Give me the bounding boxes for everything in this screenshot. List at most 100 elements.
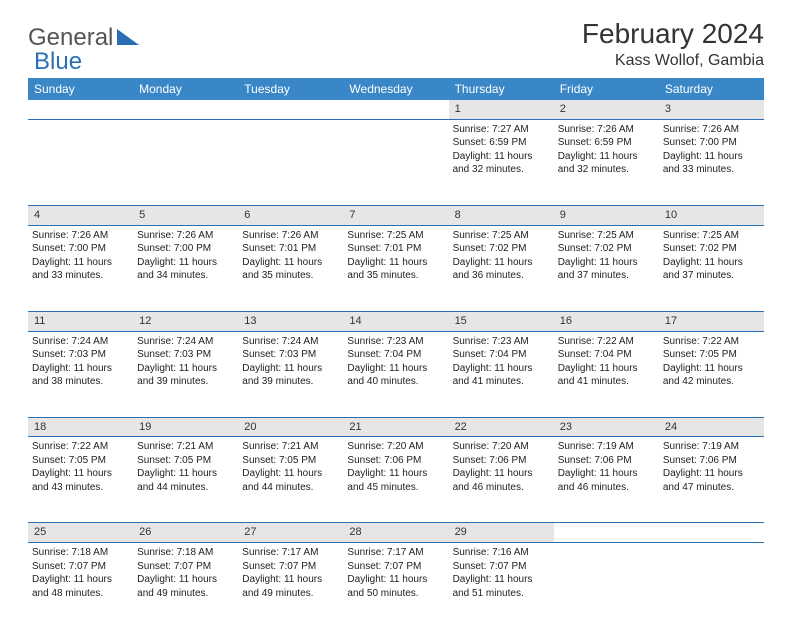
day-info-line: Sunrise: 7:22 AM — [663, 335, 760, 349]
day-cell: Sunrise: 7:26 AMSunset: 7:00 PMDaylight:… — [133, 225, 238, 311]
day-info-line: Daylight: 11 hours — [663, 362, 760, 376]
day-info-line: Daylight: 11 hours — [663, 150, 760, 164]
daynum-row: 18192021222324 — [28, 417, 764, 437]
day-number: 5 — [133, 205, 238, 225]
day-info-line: Sunset: 6:59 PM — [453, 136, 550, 150]
day-number — [659, 523, 764, 543]
day-number: 4 — [28, 205, 133, 225]
day-info-line: Sunset: 7:03 PM — [32, 348, 129, 362]
day-info-line: Daylight: 11 hours — [453, 467, 550, 481]
weekday-header: Thursday — [449, 78, 554, 100]
weekday-header: Wednesday — [343, 78, 448, 100]
day-info-line: Sunset: 7:05 PM — [242, 454, 339, 468]
day-info-line: and 33 minutes. — [663, 163, 760, 177]
day-number: 2 — [554, 100, 659, 119]
day-cell — [238, 119, 343, 205]
daynum-row: 45678910 — [28, 205, 764, 225]
day-info-line: Sunrise: 7:18 AM — [137, 546, 234, 560]
day-cell: Sunrise: 7:24 AMSunset: 7:03 PMDaylight:… — [238, 331, 343, 417]
day-info-line: Sunset: 7:05 PM — [32, 454, 129, 468]
day-info-line: Daylight: 11 hours — [137, 362, 234, 376]
day-cell: Sunrise: 7:22 AMSunset: 7:04 PMDaylight:… — [554, 331, 659, 417]
day-cell: Sunrise: 7:23 AMSunset: 7:04 PMDaylight:… — [343, 331, 448, 417]
day-cell: Sunrise: 7:22 AMSunset: 7:05 PMDaylight:… — [28, 437, 133, 523]
day-cell: Sunrise: 7:26 AMSunset: 7:00 PMDaylight:… — [28, 225, 133, 311]
header: General February 2024 Kass Wollof, Gambi… — [28, 18, 764, 70]
day-info-line: Sunset: 7:07 PM — [347, 560, 444, 574]
day-info-line: Sunrise: 7:25 AM — [453, 229, 550, 243]
day-info-line: Sunset: 7:02 PM — [453, 242, 550, 256]
day-info-line: Sunset: 7:02 PM — [558, 242, 655, 256]
day-info-line: Sunset: 7:04 PM — [558, 348, 655, 362]
day-info-line: and 43 minutes. — [32, 481, 129, 495]
day-info-line: Sunrise: 7:21 AM — [137, 440, 234, 454]
weekday-header: Monday — [133, 78, 238, 100]
day-info-line: Sunset: 7:07 PM — [137, 560, 234, 574]
day-info-line: Daylight: 11 hours — [663, 467, 760, 481]
day-info-line: and 50 minutes. — [347, 587, 444, 601]
day-info-line: Daylight: 11 hours — [558, 467, 655, 481]
day-info-line: and 36 minutes. — [453, 269, 550, 283]
day-info-line: Sunset: 7:03 PM — [137, 348, 234, 362]
day-number: 19 — [133, 417, 238, 437]
calendar-body: 123Sunrise: 7:27 AMSunset: 6:59 PMDaylig… — [28, 100, 764, 629]
day-number — [133, 100, 238, 119]
day-number: 12 — [133, 311, 238, 331]
day-number: 10 — [659, 205, 764, 225]
day-info-line: Sunset: 7:01 PM — [242, 242, 339, 256]
day-info-line: Daylight: 11 hours — [137, 573, 234, 587]
day-info-line: Sunset: 7:04 PM — [347, 348, 444, 362]
day-cell: Sunrise: 7:18 AMSunset: 7:07 PMDaylight:… — [133, 543, 238, 629]
day-info-line: Sunrise: 7:26 AM — [558, 123, 655, 137]
day-info-line: Sunrise: 7:20 AM — [347, 440, 444, 454]
day-info-line: and 32 minutes. — [453, 163, 550, 177]
day-info-line: and 37 minutes. — [558, 269, 655, 283]
day-info-line: Daylight: 11 hours — [32, 573, 129, 587]
day-info-line: and 49 minutes. — [137, 587, 234, 601]
day-cell: Sunrise: 7:23 AMSunset: 7:04 PMDaylight:… — [449, 331, 554, 417]
day-number: 17 — [659, 311, 764, 331]
weekday-header: Saturday — [659, 78, 764, 100]
day-cell: Sunrise: 7:17 AMSunset: 7:07 PMDaylight:… — [238, 543, 343, 629]
day-info-line: Sunrise: 7:25 AM — [347, 229, 444, 243]
day-number — [554, 523, 659, 543]
day-number — [238, 100, 343, 119]
weekday-header: Sunday — [28, 78, 133, 100]
day-info-line: Sunrise: 7:19 AM — [663, 440, 760, 454]
day-info-line: Sunrise: 7:25 AM — [558, 229, 655, 243]
day-info-line: Sunset: 7:06 PM — [347, 454, 444, 468]
day-info-line: Sunset: 7:00 PM — [137, 242, 234, 256]
day-number: 18 — [28, 417, 133, 437]
daynum-row: 11121314151617 — [28, 311, 764, 331]
day-info-line: Daylight: 11 hours — [242, 573, 339, 587]
day-info-line: Sunrise: 7:17 AM — [347, 546, 444, 560]
day-cell: Sunrise: 7:24 AMSunset: 7:03 PMDaylight:… — [28, 331, 133, 417]
day-info-line: and 39 minutes. — [137, 375, 234, 389]
day-cell: Sunrise: 7:21 AMSunset: 7:05 PMDaylight:… — [238, 437, 343, 523]
week-row: Sunrise: 7:24 AMSunset: 7:03 PMDaylight:… — [28, 331, 764, 417]
day-number: 24 — [659, 417, 764, 437]
day-info-line: Daylight: 11 hours — [242, 362, 339, 376]
day-info-line: Daylight: 11 hours — [347, 467, 444, 481]
day-number — [28, 100, 133, 119]
day-cell — [28, 119, 133, 205]
day-info-line: and 45 minutes. — [347, 481, 444, 495]
day-number: 9 — [554, 205, 659, 225]
day-cell: Sunrise: 7:20 AMSunset: 7:06 PMDaylight:… — [343, 437, 448, 523]
day-info-line: Sunrise: 7:16 AM — [453, 546, 550, 560]
day-number: 28 — [343, 523, 448, 543]
day-info-line: Daylight: 11 hours — [347, 256, 444, 270]
day-info-line: and 38 minutes. — [32, 375, 129, 389]
day-info-line: Sunset: 7:04 PM — [453, 348, 550, 362]
day-info-line: Sunrise: 7:20 AM — [453, 440, 550, 454]
day-cell: Sunrise: 7:20 AMSunset: 7:06 PMDaylight:… — [449, 437, 554, 523]
day-number: 1 — [449, 100, 554, 119]
day-number: 21 — [343, 417, 448, 437]
day-info-line: and 44 minutes. — [242, 481, 339, 495]
day-info-line: and 48 minutes. — [32, 587, 129, 601]
day-cell: Sunrise: 7:16 AMSunset: 7:07 PMDaylight:… — [449, 543, 554, 629]
day-number: 7 — [343, 205, 448, 225]
day-info-line: Sunset: 7:00 PM — [32, 242, 129, 256]
day-cell: Sunrise: 7:19 AMSunset: 7:06 PMDaylight:… — [659, 437, 764, 523]
day-info-line: Sunset: 7:05 PM — [137, 454, 234, 468]
